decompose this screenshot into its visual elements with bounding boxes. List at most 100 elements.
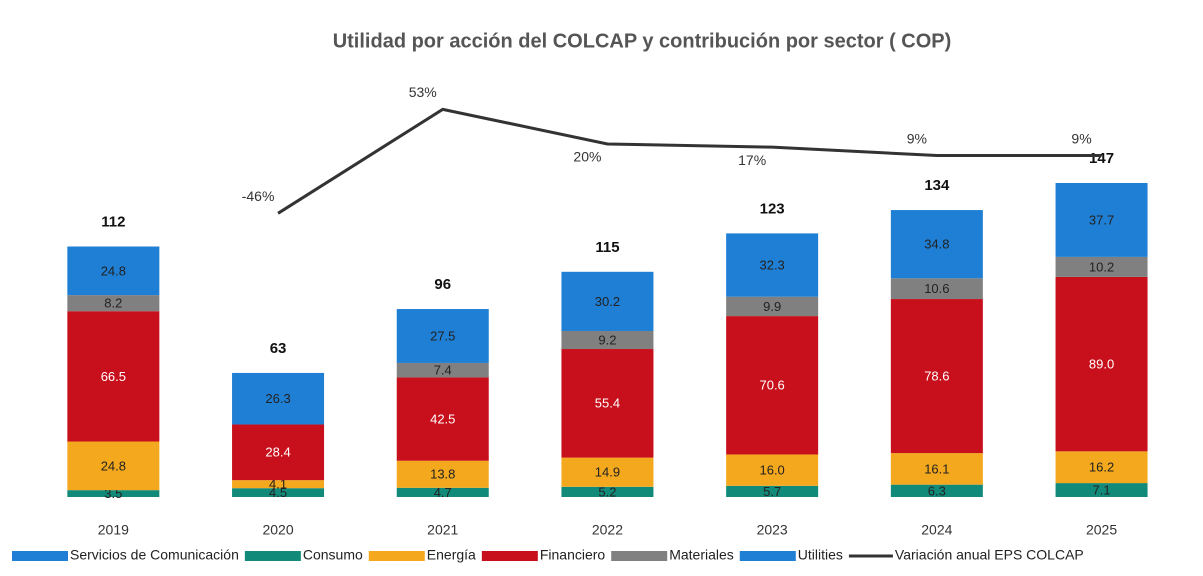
legend-swatch [481, 551, 538, 561]
data-label: 14.9 [595, 465, 620, 480]
data-label: 13.8 [430, 467, 455, 482]
data-label: 5.2 [598, 484, 616, 499]
data-label: 5.7 [763, 484, 781, 499]
bar-segment [561, 457, 654, 487]
data-label: 7.4 [434, 363, 452, 378]
total-label: 115 [595, 239, 619, 256]
bar-segment [67, 295, 160, 312]
bar-segment [561, 486, 654, 497]
data-label: 4.1 [269, 477, 287, 492]
bar-segment [67, 311, 160, 442]
bar-segment [232, 488, 325, 497]
legend-label: Consumo [303, 547, 363, 563]
line-label: 20% [573, 149, 601, 165]
line [277, 107, 1102, 215]
data-label: 8.2 [104, 296, 122, 311]
data-label: 28.4 [265, 445, 290, 460]
data-label: 16.2 [1089, 460, 1114, 475]
data-label: 89.0 [1089, 357, 1114, 372]
data-label: 16.1 [924, 461, 949, 476]
total-label: 96 [434, 276, 451, 293]
legend-label: Financiero [540, 547, 606, 563]
legend-label: Servicios de Comunicación [70, 547, 239, 563]
data-label: 70.6 [759, 378, 784, 393]
bar-segment [726, 454, 819, 486]
bar-segment [890, 484, 983, 497]
data-label: 32.3 [759, 257, 784, 272]
x-tick-label: 2025 [1086, 522, 1117, 538]
x-tick-label: 2021 [427, 522, 458, 538]
line-label: 17% [738, 152, 766, 168]
data-label: 55.4 [595, 396, 620, 411]
line-label: 9% [907, 130, 927, 146]
bar-segment [1055, 276, 1148, 452]
x-tick-label: 2022 [592, 522, 623, 538]
x-tick-label: 2019 [98, 522, 129, 538]
bar-segment [396, 377, 489, 461]
total-label: 123 [760, 200, 785, 217]
bar-segment [890, 299, 983, 454]
legend-swatch [12, 551, 68, 561]
legend-label: Utilities [798, 547, 843, 563]
bar-segment [396, 309, 489, 363]
data-label: 27.5 [430, 328, 455, 343]
bar-segment [396, 487, 489, 497]
bar-segment [232, 480, 325, 489]
data-label: 37.7 [1089, 212, 1114, 227]
legend-label: Variación anual EPS COLCAP [895, 547, 1084, 563]
bar-segment [1055, 451, 1148, 484]
bar-segment [1055, 256, 1148, 277]
bar-segment [726, 296, 819, 317]
bar-segment [726, 233, 819, 297]
data-label: 4.5 [269, 485, 287, 500]
data-label: 10.2 [1089, 259, 1114, 274]
bar-segment [561, 349, 654, 458]
bar-segment [1055, 183, 1148, 257]
x-tick-label: 2020 [262, 522, 293, 538]
data-label: 10.6 [924, 281, 949, 296]
data-label: 9.2 [598, 332, 616, 347]
data-label: 4.7 [434, 485, 452, 500]
legend-swatch [244, 551, 301, 561]
data-label: 78.6 [924, 369, 949, 384]
bar-segment [726, 316, 819, 455]
legend-swatch [368, 551, 425, 561]
data-label: 7.1 [1093, 482, 1111, 497]
bar-segment [232, 372, 325, 425]
bar-segment [67, 441, 160, 491]
line-label: 9% [1071, 130, 1091, 146]
data-label: 24.8 [101, 458, 126, 473]
data-label: 66.5 [101, 369, 126, 384]
bar-segment [561, 330, 654, 350]
data-label: 42.5 [430, 412, 455, 427]
legend-label: Materiales [669, 547, 734, 563]
legend-swatch [739, 551, 796, 561]
bar-segment [890, 278, 983, 300]
data-label: 6.3 [928, 483, 946, 498]
total-label: 147 [1089, 150, 1114, 167]
data-label: 30.2 [595, 294, 620, 309]
total-label: 134 [924, 177, 950, 194]
chart-title: Utilidad por acción del COLCAP y contrib… [333, 30, 952, 52]
data-label: 16.0 [759, 463, 784, 478]
line-label: -46% [242, 188, 275, 204]
bar-segment [232, 424, 325, 481]
bar-segment [67, 490, 160, 497]
data-label: 24.8 [101, 263, 126, 278]
bar-segment [396, 362, 489, 378]
total-label: 63 [270, 340, 287, 357]
total-label: 112 [101, 213, 125, 230]
bar-segment [1055, 483, 1148, 497]
x-tick-label: 2024 [921, 522, 952, 538]
legend-label: Energía [427, 547, 476, 563]
bar-segment [726, 485, 819, 497]
bar-segment [890, 210, 983, 279]
data-label: 9.9 [763, 299, 781, 314]
data-label: 34.8 [924, 237, 949, 252]
x-tick-label: 2023 [757, 522, 788, 538]
bar-segment [67, 246, 160, 296]
line-label: 53% [409, 84, 437, 100]
bar-segment [890, 453, 983, 485]
bar-segment [561, 271, 654, 331]
bar-segment [396, 460, 489, 488]
